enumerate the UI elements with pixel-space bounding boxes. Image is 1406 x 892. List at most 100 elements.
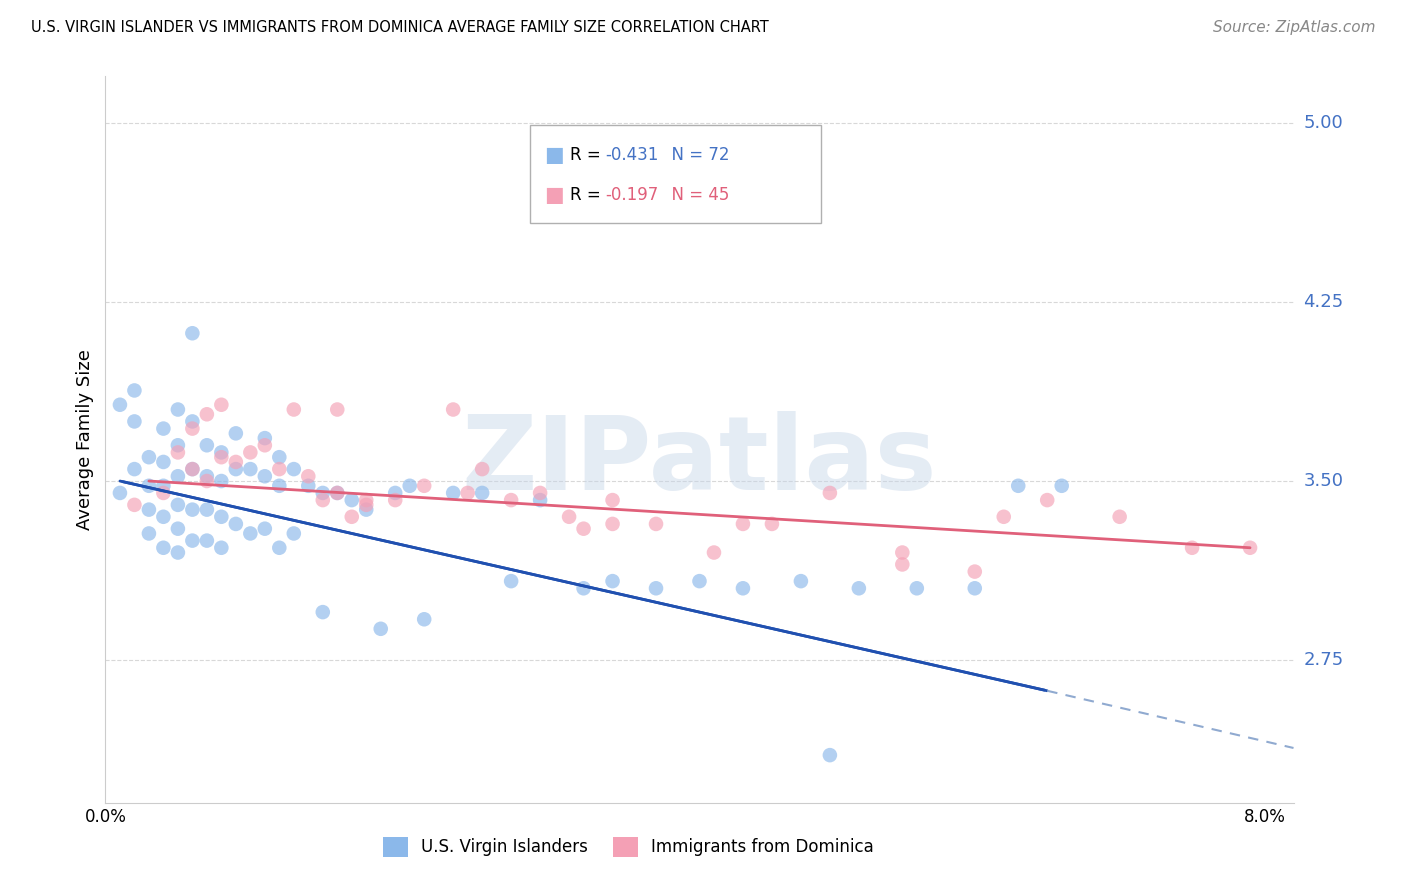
Point bbox=[602, 574, 624, 588]
Point bbox=[283, 462, 305, 476]
Point bbox=[384, 493, 406, 508]
Text: ZIPatlas: ZIPatlas bbox=[461, 410, 938, 512]
Point bbox=[181, 421, 204, 435]
Point bbox=[209, 474, 232, 488]
Point bbox=[283, 402, 305, 417]
Point bbox=[501, 574, 523, 588]
Point bbox=[1108, 509, 1130, 524]
Point bbox=[195, 438, 218, 452]
Point bbox=[848, 582, 870, 596]
Point bbox=[645, 516, 668, 531]
Point bbox=[138, 526, 160, 541]
Point bbox=[209, 398, 232, 412]
Point bbox=[283, 526, 305, 541]
Point bbox=[181, 533, 204, 548]
Point bbox=[501, 493, 523, 508]
Point bbox=[457, 486, 479, 500]
Point bbox=[269, 462, 291, 476]
Point bbox=[167, 445, 190, 459]
Point bbox=[340, 493, 363, 508]
Point bbox=[195, 502, 218, 516]
Point bbox=[689, 574, 711, 588]
Point bbox=[326, 402, 349, 417]
Text: 2.75: 2.75 bbox=[1303, 651, 1344, 669]
Point bbox=[529, 486, 551, 500]
Point bbox=[905, 582, 928, 596]
Point bbox=[312, 486, 335, 500]
Point bbox=[790, 574, 813, 588]
Point bbox=[124, 462, 146, 476]
Point bbox=[167, 469, 190, 483]
Point bbox=[963, 582, 986, 596]
Point bbox=[1239, 541, 1261, 555]
Point bbox=[167, 402, 190, 417]
Point bbox=[297, 479, 319, 493]
Point bbox=[181, 462, 204, 476]
Text: U.S. VIRGIN ISLANDER VS IMMIGRANTS FROM DOMINICA AVERAGE FAMILY SIZE CORRELATION: U.S. VIRGIN ISLANDER VS IMMIGRANTS FROM … bbox=[31, 20, 769, 35]
Point bbox=[124, 384, 146, 398]
Text: ■: ■ bbox=[544, 185, 564, 205]
Point bbox=[209, 445, 232, 459]
Point bbox=[209, 509, 232, 524]
Point bbox=[731, 516, 754, 531]
Point bbox=[253, 431, 276, 445]
Point bbox=[398, 479, 420, 493]
Text: R =: R = bbox=[569, 186, 606, 203]
Point bbox=[253, 522, 276, 536]
Text: 4.25: 4.25 bbox=[1303, 293, 1344, 311]
Point bbox=[152, 541, 174, 555]
Point bbox=[239, 462, 262, 476]
Point bbox=[152, 486, 174, 500]
Point bbox=[891, 558, 914, 572]
Point bbox=[195, 469, 218, 483]
Point bbox=[225, 426, 247, 441]
Point bbox=[297, 469, 319, 483]
Point bbox=[761, 516, 783, 531]
Point bbox=[558, 509, 581, 524]
Point bbox=[225, 455, 247, 469]
Point bbox=[108, 486, 131, 500]
Point bbox=[124, 498, 146, 512]
Point bbox=[645, 582, 668, 596]
Y-axis label: Average Family Size: Average Family Size bbox=[76, 349, 94, 530]
Point bbox=[818, 486, 841, 500]
Point bbox=[108, 398, 131, 412]
Text: R =: R = bbox=[569, 146, 606, 164]
Point bbox=[124, 414, 146, 428]
Point bbox=[167, 438, 190, 452]
Point bbox=[152, 509, 174, 524]
Text: N = 45: N = 45 bbox=[661, 186, 730, 203]
Point bbox=[326, 486, 349, 500]
Point bbox=[1036, 493, 1059, 508]
Point bbox=[529, 493, 551, 508]
Point bbox=[963, 565, 986, 579]
Point bbox=[1007, 479, 1029, 493]
Point bbox=[602, 493, 624, 508]
Point bbox=[354, 493, 377, 508]
Point bbox=[354, 502, 377, 516]
Point bbox=[326, 486, 349, 500]
Point bbox=[138, 502, 160, 516]
Point bbox=[167, 522, 190, 536]
Point bbox=[167, 498, 190, 512]
Point bbox=[195, 407, 218, 421]
Point bbox=[138, 479, 160, 493]
Text: -0.431: -0.431 bbox=[605, 146, 658, 164]
Text: 3.50: 3.50 bbox=[1303, 472, 1343, 490]
Point bbox=[269, 541, 291, 555]
Point bbox=[195, 533, 218, 548]
Point bbox=[225, 516, 247, 531]
Point bbox=[340, 509, 363, 524]
Point bbox=[471, 486, 494, 500]
Text: N = 72: N = 72 bbox=[661, 146, 730, 164]
Point bbox=[703, 545, 725, 559]
Point bbox=[152, 421, 174, 435]
Point bbox=[354, 498, 377, 512]
Point bbox=[195, 474, 218, 488]
Text: -0.197: -0.197 bbox=[605, 186, 658, 203]
Point bbox=[167, 545, 190, 559]
Point bbox=[370, 622, 392, 636]
Point bbox=[181, 414, 204, 428]
Point bbox=[152, 479, 174, 493]
Point bbox=[413, 612, 436, 626]
